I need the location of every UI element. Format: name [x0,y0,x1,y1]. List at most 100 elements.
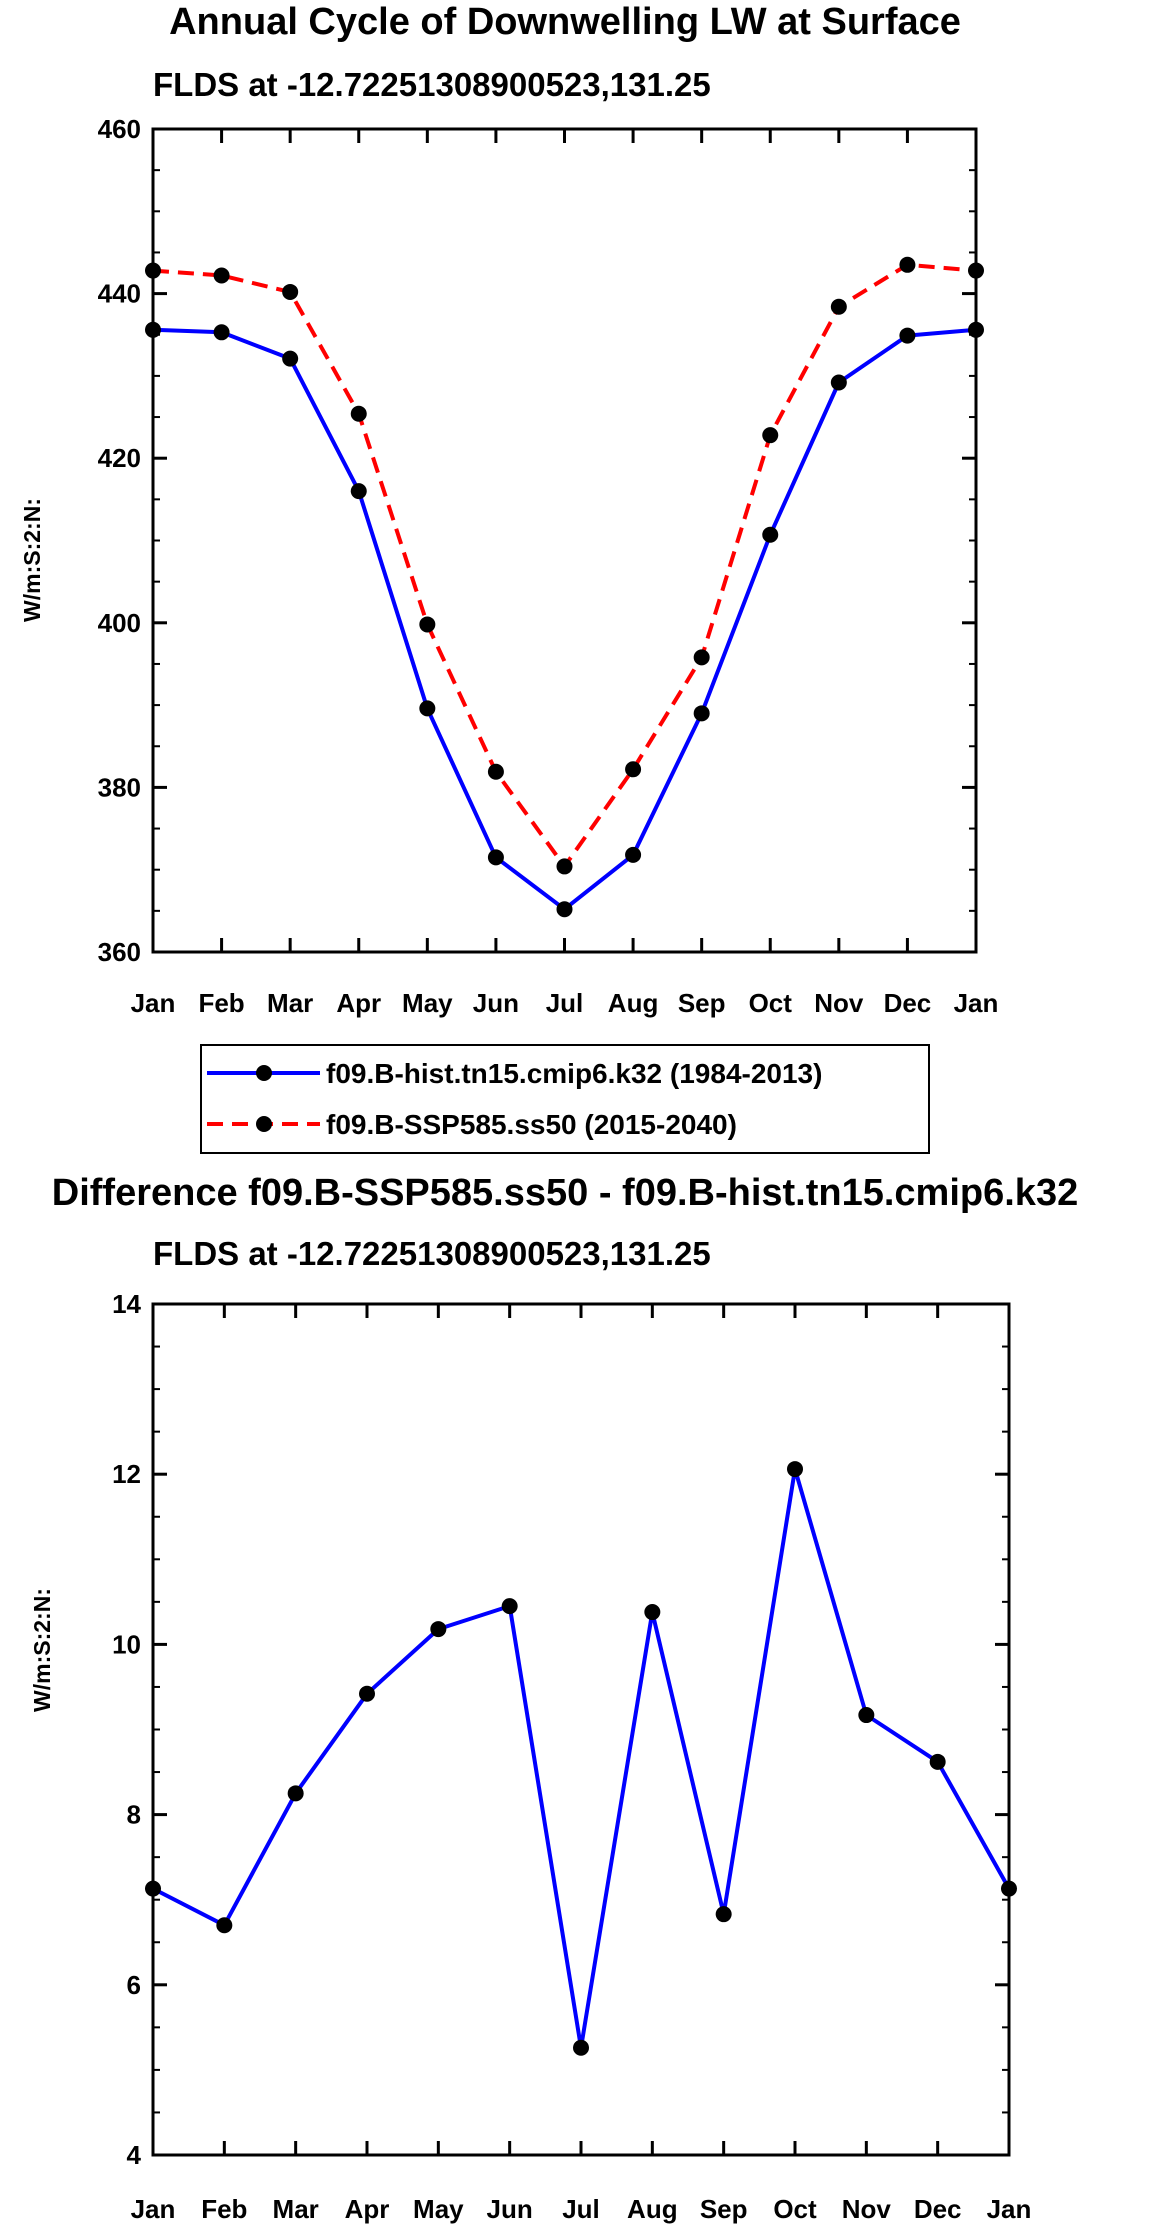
chart-1-y-axis-label: W/m:S:2:N: [19,498,45,622]
x-tick-label: Jan [987,2194,1032,2224]
data-point [625,761,642,778]
data-point [487,763,504,780]
x-tick-label: Aug [608,988,659,1018]
x-tick-label: Feb [198,988,244,1018]
legend-ssp-label: f09.B-SSP585.ss50 (2015-2040) [326,1109,737,1140]
x-tick-label: Jun [487,2194,533,2224]
data-point [573,2039,589,2056]
data-point [858,1707,875,1724]
data-point [968,262,984,279]
chart-2-title: Difference f09.B-SSP585.ss50 - f09.B-his… [52,1172,1078,1214]
data-point [501,1598,518,1615]
chart-1-subtitle: FLDS at -12.72251308900523,131.25 [153,66,711,103]
data-point [968,321,984,338]
chart-2-subtitle: FLDS at -12.72251308900523,131.25 [153,1235,711,1272]
data-point [419,700,436,717]
data-point [213,324,230,341]
x-tick-label: Jun [473,988,519,1018]
data-point [216,1917,233,1934]
chart-1-series [145,256,984,918]
data-point [419,616,436,633]
y-tick-label: 12 [112,1459,141,1489]
chart-1-plot-frame [151,127,978,954]
data-point [899,327,916,344]
legend-box [200,1044,930,1154]
chart-2-plot-frame [151,1302,1011,2157]
x-tick-label: Nov [842,2194,892,2224]
x-tick-label: Apr [345,2194,390,2224]
data-point [693,649,710,666]
y-tick-label: 420 [98,443,141,473]
data-point [556,858,573,875]
y-tick-label: 10 [112,1629,141,1659]
data-point [830,298,847,315]
x-tick-label: Feb [201,2194,247,2224]
chart-2-series [145,1461,1017,2056]
legend-hist-label: f09.B-hist.tn15.cmip6.k32 (1984-2013) [326,1058,822,1089]
series-line-1 [152,1467,1011,2050]
chart-2-x-ticks: Jan Feb Mar Apr May Jun Jul Aug Sep Oct Nov Dec Jan [131,1304,1032,2224]
chart-1-title: Annual Cycle of Downwelling LW at Surfac… [169,1,961,43]
chart-1-x-ticks: Jan Feb Mar Apr May Jun Jul Aug Sep Oct Nov Dec Jan [131,129,999,1018]
y-tick-label: 6 [127,1970,141,2000]
data-point [350,405,367,422]
data-point [282,350,299,367]
data-point [693,705,710,722]
chart-2-y-axis-label: W/m:S:2:N: [29,1588,55,1712]
x-tick-label: Jan [131,2194,176,2224]
x-tick-label: Jul [546,988,584,1018]
x-tick-label: Mar [267,988,313,1018]
x-tick-label: Sep [678,988,726,1018]
data-point [145,262,161,279]
data-point [830,374,847,391]
chart-2: Difference f09.B-SSP585.ss50 - f09.B-his… [29,1172,1078,2224]
y-tick-label: 400 [98,608,141,638]
data-point [929,1753,946,1770]
y-tick-label: 460 [98,114,141,144]
data-point [899,256,916,273]
y-tick-label: 4 [127,2140,142,2170]
data-point [644,1604,661,1621]
data-point [556,901,573,918]
x-tick-label: Nov [814,988,864,1018]
data-point [359,1685,375,1702]
x-tick-label: Aug [627,2194,678,2224]
chart-1-y-ticks: 360 380 400 420 440 460 [98,114,976,967]
chart-2-y-ticks: 4 6 8 10 12 14 [112,1289,1009,2170]
y-tick-label: 360 [98,937,141,967]
data-point [145,321,161,338]
y-tick-label: 380 [98,772,141,802]
x-tick-label: Oct [773,2194,817,2224]
x-tick-label: May [413,2194,464,2224]
x-tick-label: Dec [884,988,932,1018]
data-point [430,1621,447,1638]
x-tick-label: Jan [131,988,176,1018]
chart-1: Annual Cycle of Downwelling LW at Surfac… [19,1,998,1018]
legend-hist-marker [256,1065,272,1081]
y-tick-label: 14 [112,1289,141,1319]
x-tick-label: Jul [562,2194,600,2224]
data-point [762,427,779,444]
data-point [625,846,642,863]
data-point [282,283,299,300]
y-tick-label: 8 [127,1800,141,1830]
data-point [350,483,367,500]
data-point [1001,1880,1017,1897]
data-point [213,267,230,284]
x-tick-label: May [402,988,453,1018]
legend-ssp-marker [256,1116,272,1132]
data-point [762,526,779,543]
data-point [145,1880,161,1897]
x-tick-label: Apr [336,988,381,1018]
x-tick-label: Dec [914,2194,962,2224]
data-point [787,1461,803,1478]
x-tick-label: Sep [700,2194,748,2224]
y-tick-label: 440 [98,279,141,309]
chart-1-legend: f09.B-hist.tn15.cmip6.k32 (1984-2013) f0… [200,1044,930,1154]
x-tick-label: Jan [954,988,999,1018]
series-line-1 [152,327,977,912]
data-point [487,849,504,866]
data-point [287,1785,304,1802]
x-tick-label: Oct [749,988,793,1018]
